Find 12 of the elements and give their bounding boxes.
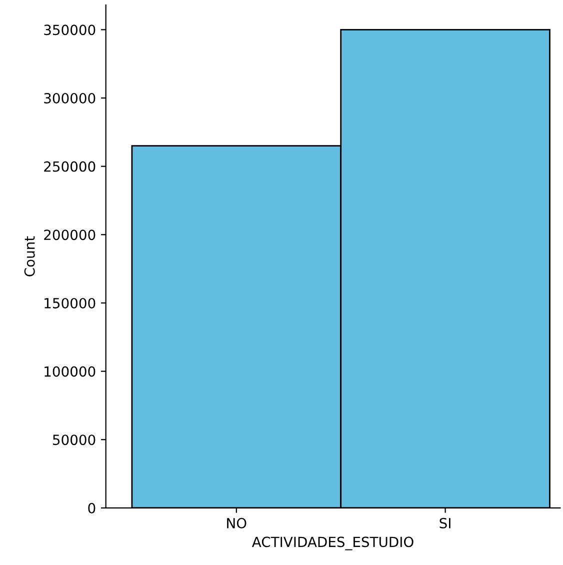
- y-tick-label: 350000: [44, 24, 96, 36]
- y-tick-label: 100000: [44, 366, 96, 377]
- x-tick-label: SI: [440, 518, 450, 528]
- x-axis-title: ACTIVIDADES_ESTUDIO: [252, 536, 414, 550]
- y-tick-label: 200000: [44, 230, 96, 240]
- y-tick-label: 0: [88, 502, 96, 514]
- y-tick-label: 150000: [44, 298, 96, 308]
- y-axis-title: Count: [24, 236, 35, 276]
- y-tick-label: 250000: [44, 161, 96, 172]
- y-tick-label: 50000: [53, 434, 96, 446]
- y-tick-label: 300000: [44, 92, 96, 104]
- x-tick-label: NO: [227, 518, 246, 528]
